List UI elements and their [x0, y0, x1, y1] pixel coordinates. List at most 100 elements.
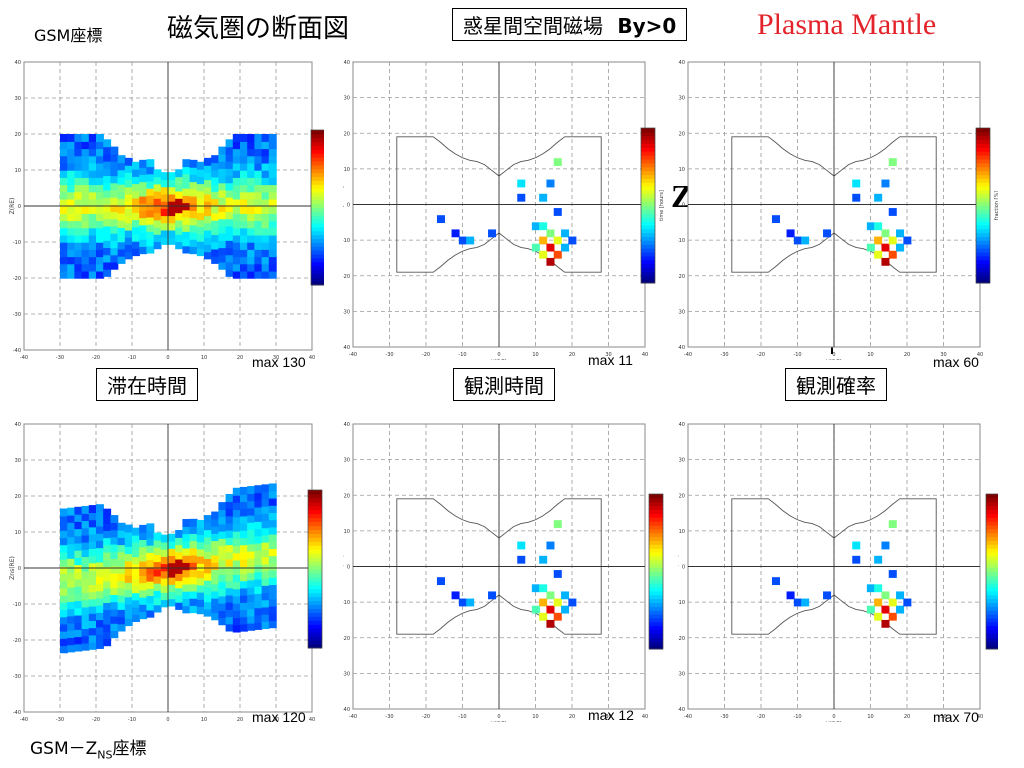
heat-cell — [96, 206, 104, 214]
heat-cell — [539, 555, 548, 564]
heat-cell — [539, 612, 548, 621]
heat-cell — [553, 236, 562, 245]
colorbar-segment — [649, 559, 663, 565]
heat-cell — [261, 563, 270, 572]
colorbar-segment — [308, 497, 322, 503]
y-tick-label: 10 — [344, 529, 350, 535]
colorbar-segment — [986, 494, 1000, 499]
heat-cell — [247, 155, 256, 164]
heat-cell — [74, 184, 83, 193]
colorbar-segment — [976, 131, 990, 137]
colorbar-segment — [308, 588, 322, 594]
heat-cell — [247, 177, 256, 186]
heat-cell — [124, 215, 133, 224]
heat-cell — [225, 268, 234, 277]
colorbar-segment — [308, 580, 322, 586]
heat-cell — [196, 591, 205, 600]
y-tick-label: 20 — [679, 131, 685, 137]
heat-cell — [74, 600, 83, 609]
heat-cell — [81, 249, 90, 258]
heat-cell — [247, 579, 256, 588]
colorbar-segment — [308, 640, 322, 645]
heat-cell — [261, 141, 270, 150]
heat-cell — [146, 216, 155, 225]
heat-cell — [74, 177, 83, 186]
heat-cell — [146, 166, 155, 175]
heat-cell — [793, 236, 802, 245]
heat-cell — [240, 530, 248, 539]
heat-cell — [225, 493, 234, 502]
heat-cell — [88, 519, 97, 528]
heat-cell — [67, 227, 76, 236]
heat-cell — [117, 522, 126, 531]
heat-cell — [240, 141, 248, 150]
heat-cell — [124, 244, 133, 253]
heat-cell — [232, 581, 241, 590]
heat-cell — [60, 530, 68, 539]
heat-cell — [182, 547, 191, 556]
heat-cell — [553, 570, 562, 578]
heat-cell — [232, 494, 241, 503]
heat-cell — [211, 227, 220, 236]
y-tick-label: -40 — [678, 345, 685, 351]
heat-cell — [247, 184, 256, 193]
heat-cell — [146, 552, 155, 561]
heat-cell — [211, 569, 220, 578]
colorbar-segment — [308, 505, 322, 511]
heat-cell — [139, 224, 148, 233]
heat-cell — [196, 570, 205, 579]
heat-cell — [232, 227, 241, 236]
heat-cell — [268, 170, 277, 178]
y-tick-label: -30 — [343, 309, 350, 315]
heat-cell — [124, 237, 133, 245]
heat-cell — [196, 197, 205, 206]
heat-cell — [132, 549, 140, 558]
heat-cell — [261, 592, 270, 601]
heat-cell — [211, 533, 220, 542]
heat-cell — [110, 197, 119, 205]
heat-cell — [268, 220, 277, 229]
heat-cell — [96, 590, 104, 599]
heat-cell — [175, 587, 184, 596]
heat-cell — [124, 596, 133, 605]
heat-cell — [247, 170, 256, 178]
colorbar-segment — [649, 536, 663, 541]
colorbar-segment — [311, 238, 325, 243]
heat-cell — [240, 220, 248, 229]
heat-cell — [561, 591, 570, 600]
max-label-p11: max 130 — [252, 354, 306, 370]
heat-cell — [261, 505, 270, 514]
heat-cell — [175, 551, 184, 560]
heat-cell — [225, 189, 234, 198]
heat-cell — [117, 616, 126, 625]
heat-cell — [218, 254, 227, 263]
heat-cell — [232, 263, 241, 272]
heat-cell — [232, 234, 241, 243]
heat-cell — [160, 570, 169, 579]
heat-cell — [881, 619, 890, 628]
heat-cell — [110, 240, 119, 249]
heat-cell — [268, 483, 277, 492]
heat-cell — [268, 548, 277, 557]
heat-cell — [139, 524, 148, 533]
heat-cell — [153, 604, 162, 613]
heat-cell — [254, 499, 263, 508]
heat-cell — [204, 522, 212, 531]
heat-cell — [117, 587, 126, 596]
colorbar-segment — [308, 513, 322, 519]
heat-cell — [81, 220, 90, 229]
y-tick-label: 30 — [344, 96, 350, 102]
heat-cell — [211, 518, 220, 527]
colorbar-segment — [308, 537, 322, 542]
heat-cell — [153, 241, 162, 250]
heat-cell — [96, 597, 104, 606]
heat-cell — [196, 599, 205, 608]
heat-cell — [124, 538, 133, 547]
colorbar-segment — [649, 501, 663, 507]
heat-cell — [110, 233, 119, 241]
heat-cell — [60, 141, 68, 150]
colorbar-segment — [976, 147, 990, 152]
heat-cell — [247, 565, 256, 574]
colorbar-segment — [986, 610, 1000, 615]
heat-cell — [182, 209, 191, 218]
